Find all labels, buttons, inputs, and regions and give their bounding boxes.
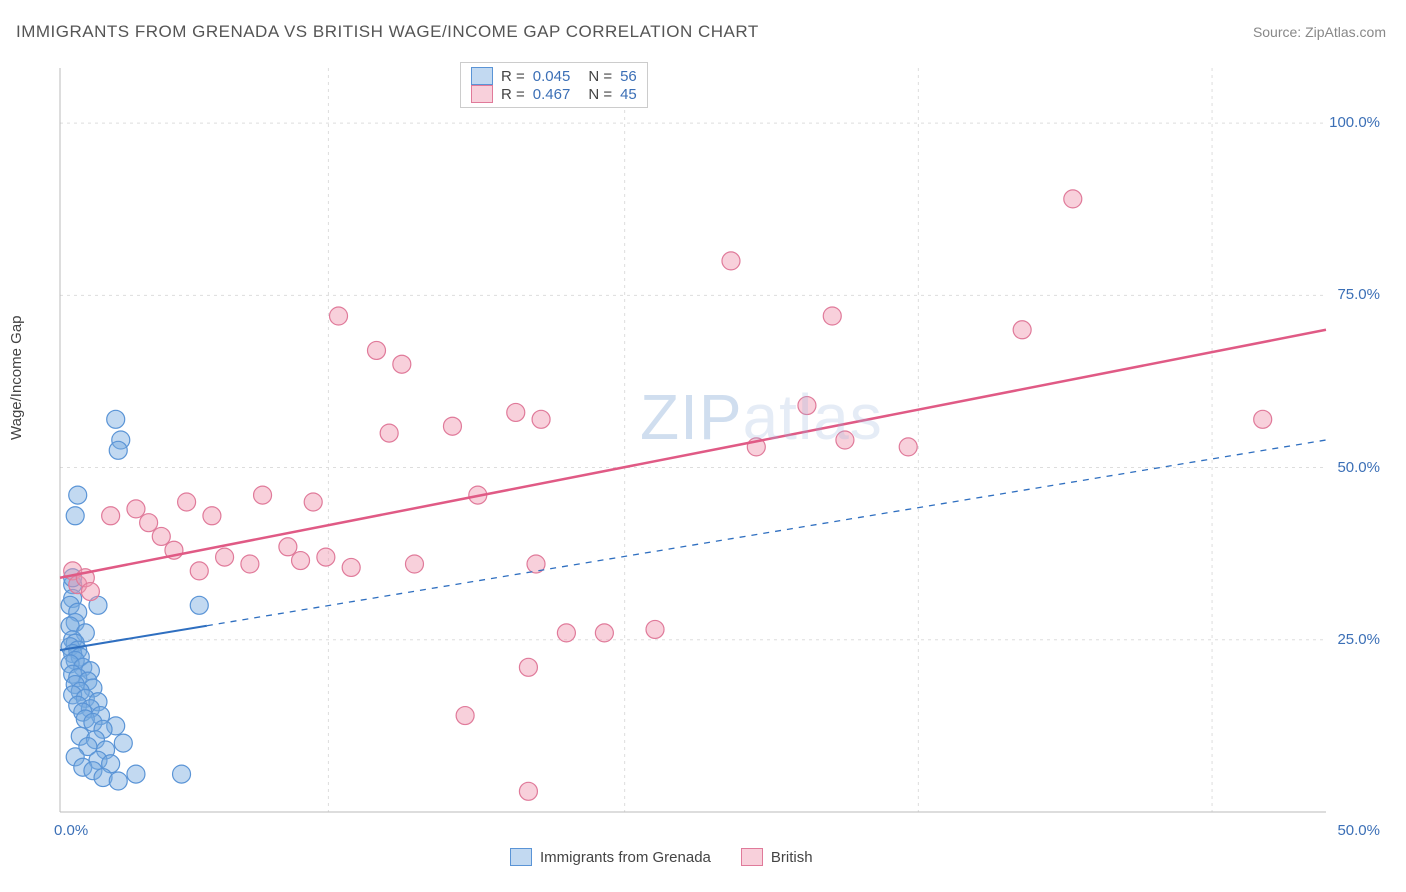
x-tick-label: 50.0% (1337, 822, 1380, 839)
legend-r-value: 0.467 (533, 86, 571, 103)
x-tick-label: 0.0% (54, 822, 88, 839)
scatter-plot-svg (52, 60, 1386, 842)
legend-r-value: 0.045 (533, 68, 571, 85)
series-legend: Immigrants from Grenada British (510, 848, 813, 866)
legend-r-label: R = (501, 86, 525, 103)
source-attribution: Source: ZipAtlas.com (1253, 24, 1386, 40)
legend-swatch (741, 848, 763, 866)
source-prefix: Source: (1253, 24, 1305, 40)
legend-n-value: 45 (620, 86, 637, 103)
legend-n-label: N = (588, 68, 612, 85)
series-name: Immigrants from Grenada (540, 849, 711, 866)
series-legend-item: Immigrants from Grenada (510, 848, 711, 866)
legend-r-label: R = (501, 68, 525, 85)
y-tick-label: 100.0% (1329, 114, 1380, 131)
legend-swatch (471, 85, 493, 103)
legend-row: R = 0.467 N = 45 (471, 85, 637, 103)
source-link[interactable]: ZipAtlas.com (1305, 24, 1386, 40)
legend-row: R = 0.045 N = 56 (471, 67, 637, 85)
legend-n-label: N = (588, 86, 612, 103)
y-tick-label: 25.0% (1337, 631, 1380, 648)
chart-plot-area (52, 60, 1386, 842)
series-name: British (771, 849, 813, 866)
y-axis-label: Wage/Income Gap (8, 315, 25, 440)
series-legend-item: British (741, 848, 813, 866)
correlation-legend: R = 0.045 N = 56 R = 0.467 N = 45 (460, 62, 648, 108)
chart-title: IMMIGRANTS FROM GRENADA VS BRITISH WAGE/… (16, 22, 759, 42)
y-tick-label: 50.0% (1337, 459, 1380, 476)
legend-swatch (471, 67, 493, 85)
legend-n-value: 56 (620, 68, 637, 85)
legend-swatch (510, 848, 532, 866)
y-tick-label: 75.0% (1337, 286, 1380, 303)
